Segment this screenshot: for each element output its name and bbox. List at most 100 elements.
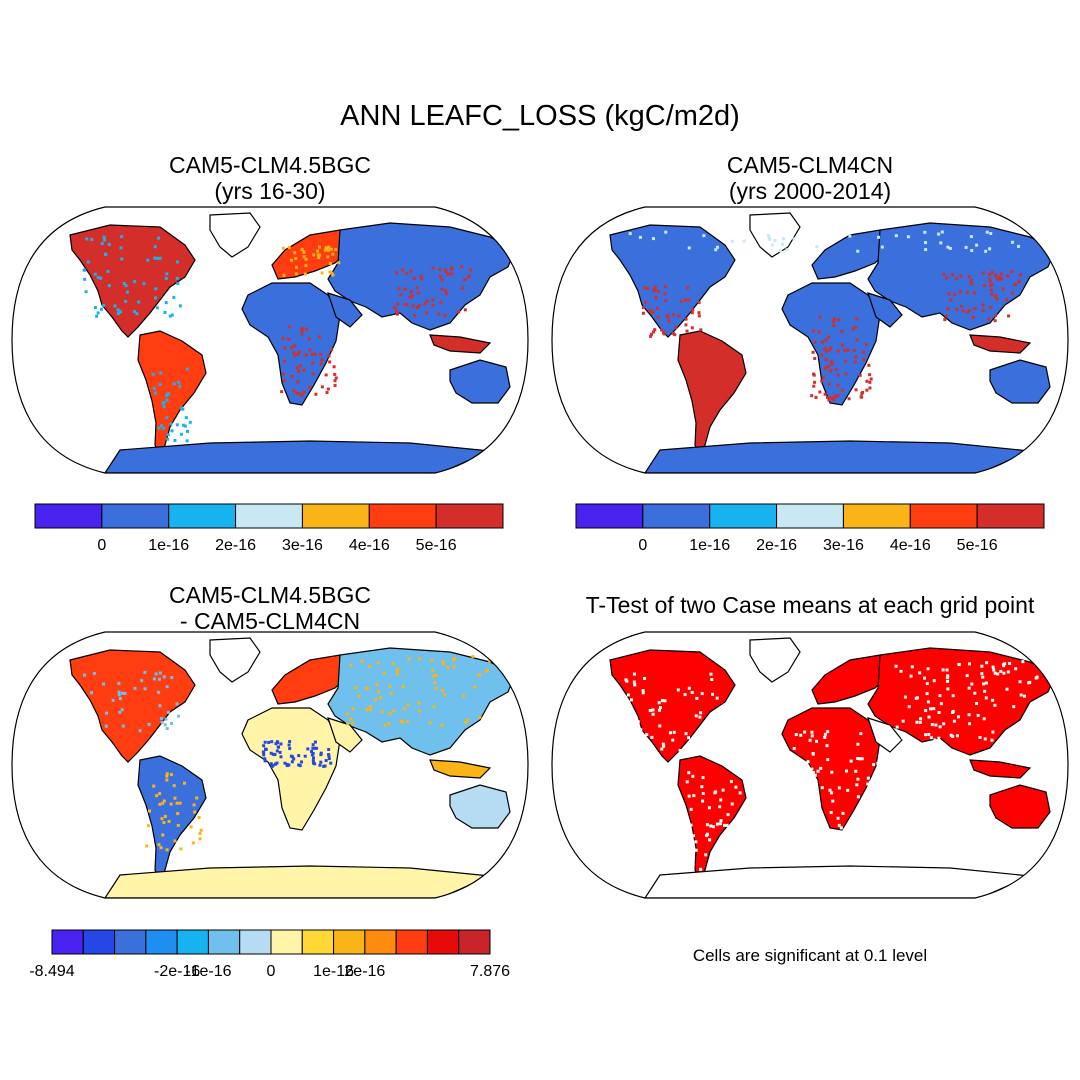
speckle-cell (972, 291, 976, 295)
speckle-cell (300, 326, 304, 330)
speckle-cell (827, 335, 831, 339)
continent-australia (989, 784, 1051, 829)
speckle-cell (116, 312, 120, 316)
speckle-cell (166, 437, 170, 441)
speckle-cell (929, 707, 933, 711)
speckle-cell (792, 783, 796, 787)
speckle-cell (679, 299, 683, 303)
speckle-cell (643, 286, 647, 290)
speckle-cell (877, 235, 881, 239)
speckle-cell (165, 727, 169, 731)
speckle-cell (879, 816, 882, 820)
speckle-cell (990, 292, 994, 296)
speckle-cell (293, 344, 297, 348)
map-panel-3 (10, 630, 530, 900)
speckle-cell (899, 669, 903, 673)
speckle-cell (876, 761, 880, 765)
speckle-cell (967, 686, 971, 690)
speckle-cell (122, 281, 126, 285)
speckle-cell (877, 798, 881, 802)
speckle-cell (290, 375, 294, 379)
speckle-cell (993, 294, 997, 298)
speckle-cell (469, 268, 473, 272)
speckle-cell (834, 394, 838, 398)
speckle-cell (326, 255, 330, 259)
speckle-cell (281, 246, 285, 250)
speckle-cell (674, 325, 678, 329)
speckle-cell (413, 314, 417, 318)
continent-antarctica (103, 440, 493, 473)
speckle-cell (918, 720, 922, 724)
speckle-cell (641, 689, 645, 693)
speckle-cell (164, 276, 168, 280)
speckle-cell (197, 815, 201, 819)
speckle-cell (946, 675, 950, 679)
speckle-cell (102, 304, 106, 308)
speckle-cell (648, 709, 652, 713)
speckle-cell (858, 757, 862, 761)
speckle-cell (719, 819, 723, 823)
colorbar-swatch (435, 503, 504, 529)
colorbar-tick-label: 3e-16 (823, 537, 864, 554)
speckle-cell (815, 739, 819, 743)
speckle-cell (415, 305, 419, 309)
speckle-cell (392, 709, 396, 713)
speckle-cell (318, 245, 322, 249)
speckle-cell (262, 753, 266, 757)
speckle-cell (431, 266, 435, 270)
speckle-cell (945, 276, 949, 280)
speckle-cell (844, 372, 848, 376)
speckle-cell (360, 659, 364, 663)
speckle-cell (163, 310, 167, 314)
speckle-cell (983, 689, 987, 693)
speckle-cell (138, 729, 142, 733)
speckle-cell (296, 380, 300, 384)
speckle-cell (275, 740, 279, 744)
speckle-cell (927, 715, 931, 719)
speckle-cell (676, 688, 680, 692)
speckle-cell (832, 323, 836, 327)
speckle-cell (164, 301, 168, 305)
speckle-cell (383, 723, 387, 727)
speckle-cell (177, 380, 181, 384)
speckle-cell (89, 691, 93, 695)
speckle-cell (894, 664, 898, 668)
speckle-cell (287, 245, 291, 249)
speckle-cell (320, 271, 324, 275)
speckle-cell (867, 363, 871, 367)
speckle-cell (124, 284, 128, 288)
speckle-cell (726, 813, 730, 817)
speckle-cell (622, 708, 626, 712)
speckle-cell (823, 732, 827, 736)
speckle-cell (863, 799, 867, 803)
speckle-cell (82, 268, 86, 272)
speckle-cell (437, 312, 441, 316)
speckle-cell (814, 395, 818, 399)
speckle-cell (946, 687, 950, 691)
speckle-cell (102, 235, 106, 239)
speckle-cell (704, 733, 708, 737)
speckle-cell (440, 278, 444, 282)
speckle-cell (186, 429, 190, 433)
speckle-cell (271, 752, 275, 756)
speckle-cell (409, 290, 413, 294)
speckle-cell (178, 801, 182, 805)
continent-namerica (609, 224, 736, 338)
speckle-cell (856, 795, 860, 799)
map-panel-1 (10, 205, 530, 475)
speckle-cell (996, 672, 1000, 676)
speckle-cell (399, 293, 403, 297)
speckle-cell (992, 668, 996, 672)
speckle-cell (628, 743, 632, 747)
speckle-cell (135, 312, 139, 316)
speckle-cell (858, 819, 862, 823)
speckle-cell (263, 740, 267, 744)
speckle-cell (418, 709, 422, 713)
speckle-cell (967, 308, 971, 312)
main-title: ANN LEAFC_LOSS (kgC/m2d) (340, 100, 740, 132)
colorbar-tick-label: 5e-16 (957, 537, 998, 554)
speckle-cell (999, 669, 1003, 673)
speckle-cell (907, 705, 911, 709)
colorbar-swatch (395, 929, 428, 955)
speckle-cell (331, 273, 335, 277)
